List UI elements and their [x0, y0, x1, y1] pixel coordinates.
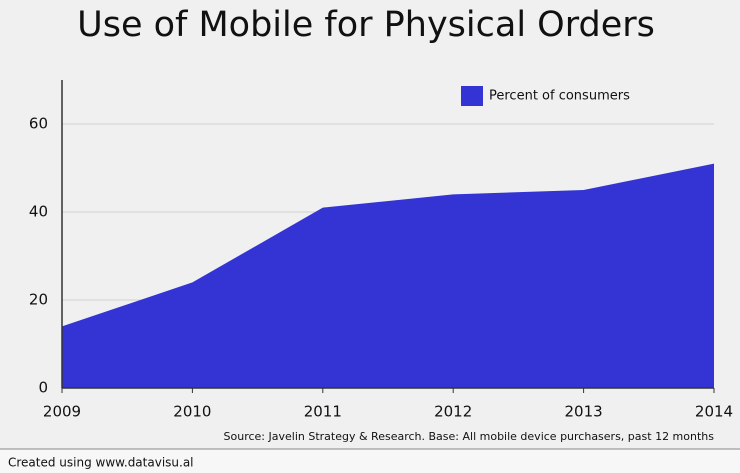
footer-bar [0, 449, 740, 473]
legend-swatch [461, 86, 483, 106]
area [62, 163, 714, 388]
y-tick-label: 60 [29, 115, 48, 133]
x-tick-label: 2010 [173, 403, 211, 421]
y-tick-label: 20 [29, 291, 48, 309]
x-tick-label: 2012 [434, 403, 472, 421]
x-tick-label: 2013 [565, 403, 603, 421]
x-tick-label: 2011 [304, 403, 342, 421]
footer-text: Created using www.datavisu.al [8, 456, 194, 470]
x-tick-label: 2009 [43, 403, 81, 421]
y-tick-label: 40 [29, 203, 48, 221]
y-tick-label: 0 [38, 379, 48, 397]
legend-label: Percent of consumers [489, 89, 630, 104]
x-tick-label: 2014 [695, 403, 733, 421]
source-note: Source: Javelin Strategy & Research. Bas… [224, 430, 715, 443]
chart-title: Use of Mobile for Physical Orders [77, 5, 655, 45]
